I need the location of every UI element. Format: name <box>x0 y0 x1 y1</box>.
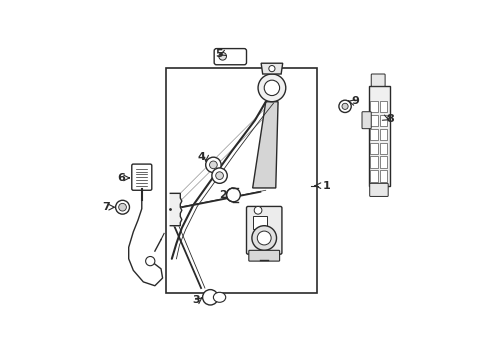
Bar <box>380 129 388 140</box>
Bar <box>380 115 388 126</box>
FancyBboxPatch shape <box>246 206 282 254</box>
Circle shape <box>219 53 226 60</box>
Circle shape <box>339 100 351 112</box>
Bar <box>370 143 378 154</box>
Circle shape <box>252 226 276 250</box>
Circle shape <box>119 203 126 211</box>
Text: 4: 4 <box>198 152 206 162</box>
Text: 9: 9 <box>351 96 359 106</box>
Circle shape <box>210 161 217 169</box>
Circle shape <box>226 188 240 202</box>
Bar <box>370 101 378 112</box>
Circle shape <box>257 231 271 245</box>
Text: 7: 7 <box>102 202 110 212</box>
Text: 1: 1 <box>323 181 330 191</box>
Polygon shape <box>171 193 182 226</box>
Text: 5: 5 <box>215 49 222 59</box>
Bar <box>253 216 268 229</box>
Bar <box>369 86 391 186</box>
Text: 3: 3 <box>192 294 199 305</box>
Polygon shape <box>261 63 283 74</box>
FancyBboxPatch shape <box>362 112 371 129</box>
Bar <box>380 156 388 168</box>
Bar <box>370 115 378 126</box>
Circle shape <box>206 157 221 172</box>
FancyBboxPatch shape <box>371 74 385 86</box>
Text: 8: 8 <box>386 114 393 123</box>
Bar <box>370 156 378 168</box>
Circle shape <box>258 74 286 102</box>
Bar <box>380 101 388 112</box>
Circle shape <box>146 256 155 266</box>
Bar <box>380 170 388 182</box>
Text: 2: 2 <box>219 190 226 200</box>
FancyBboxPatch shape <box>249 250 280 261</box>
Circle shape <box>254 206 262 214</box>
Text: 6: 6 <box>118 173 125 183</box>
Bar <box>167 68 317 293</box>
Circle shape <box>342 103 348 109</box>
Circle shape <box>212 168 227 183</box>
Circle shape <box>116 200 129 214</box>
Bar <box>370 170 378 182</box>
FancyBboxPatch shape <box>370 183 388 197</box>
FancyBboxPatch shape <box>132 164 152 190</box>
Circle shape <box>216 172 223 180</box>
Circle shape <box>264 80 280 95</box>
Bar <box>370 129 378 140</box>
Circle shape <box>269 66 275 72</box>
Ellipse shape <box>213 292 226 302</box>
FancyBboxPatch shape <box>214 49 246 65</box>
Circle shape <box>203 289 218 305</box>
Bar <box>380 143 388 154</box>
Polygon shape <box>253 102 278 188</box>
